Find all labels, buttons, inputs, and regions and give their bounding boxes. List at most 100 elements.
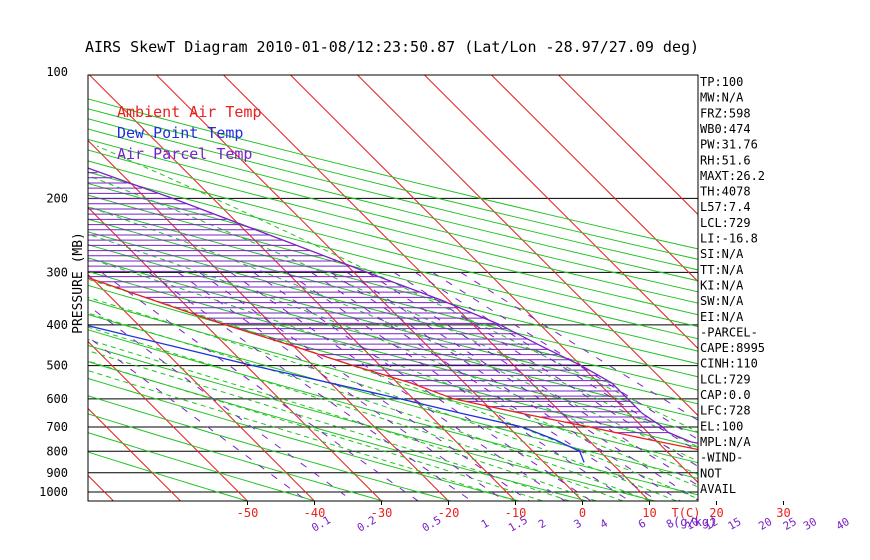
mixing-ratio-line xyxy=(432,271,698,440)
index-entry: -WIND- xyxy=(700,451,743,465)
mixing-ratio-line xyxy=(346,271,698,501)
dry-adiabat-line xyxy=(88,377,522,501)
isotherm-line xyxy=(88,273,316,501)
pressure-tick-label: 300 xyxy=(46,265,68,279)
moist-adiabat-line xyxy=(88,174,698,448)
bottom-temp-tick-label: -40 xyxy=(304,506,326,520)
isotherm-line xyxy=(155,75,584,501)
dry-adiabat-line xyxy=(88,395,454,501)
index-entry: TH:4078 xyxy=(700,185,751,199)
isotherm-line xyxy=(423,75,698,350)
mixing-ratio-line xyxy=(311,271,658,501)
index-entry: EL:100 xyxy=(700,419,743,433)
dry-adiabat-line xyxy=(88,118,698,271)
mixing-ratio-line xyxy=(286,271,630,501)
isotherm-line xyxy=(88,407,182,501)
mixing-ratio-line xyxy=(101,271,419,501)
pressure-tick-label: 200 xyxy=(46,191,68,205)
dry-adiabat-line xyxy=(88,244,698,405)
index-entry: FRZ:598 xyxy=(700,106,751,120)
profile-lines xyxy=(88,167,698,463)
mixing-ratio-label: 25 xyxy=(781,515,799,533)
index-entry: -PARCEL- xyxy=(700,325,758,339)
mixing-ratio-line xyxy=(88,336,308,501)
mixing-ratio-label: 40 xyxy=(834,515,852,533)
y-axis-label: PRESSURE (MB) xyxy=(71,232,86,334)
dry-adiabat-line xyxy=(88,361,590,501)
mixing-ratio-line xyxy=(367,271,698,487)
index-entry: SI:N/A xyxy=(700,247,744,261)
index-entry: SW:N/A xyxy=(700,294,744,308)
bottom-temp-tick-label: -50 xyxy=(237,506,259,520)
legend: Ambient Air Temp Dew Point Temp Air Parcel… xyxy=(117,103,262,163)
index-entry: MAXT:26.2 xyxy=(700,169,765,183)
isotherm-line xyxy=(557,75,698,216)
pressure-tick-label: 400 xyxy=(46,318,68,332)
moist-adiabat-line xyxy=(88,278,698,500)
moist-adiabat-line xyxy=(88,257,698,488)
moist-adiabat-line xyxy=(88,360,543,501)
isotherm-line xyxy=(88,340,249,501)
moist-adiabat-line xyxy=(96,145,698,433)
isotherm-line xyxy=(289,75,698,484)
dry-adiabat-line xyxy=(88,98,698,250)
dry-adiabat-line xyxy=(88,149,698,304)
bottom-temp-tick-label: 30 xyxy=(776,506,790,520)
mixing-ratio-label: 1 xyxy=(479,517,491,532)
dry-adiabat-line xyxy=(88,344,658,501)
dry-adiabat-line xyxy=(88,160,698,316)
mixing-ratio-line xyxy=(414,271,698,453)
moist-adiabat-line xyxy=(88,370,516,501)
mixing-ratio-line xyxy=(393,271,698,468)
axes: 1002003004005006007008009001000-120-110-… xyxy=(39,65,852,535)
bottom-axis-unit-label: T(C) xyxy=(672,506,701,520)
index-entry: NOT xyxy=(700,466,722,480)
dry-adiabat-line xyxy=(88,413,386,501)
index-entry: LCL:729 xyxy=(700,372,751,386)
mixing-ratio-unit-label: (g/kg) xyxy=(673,515,716,529)
index-entry: CINH:110 xyxy=(700,357,758,371)
index-entry: WB0:474 xyxy=(700,122,751,136)
dry-adiabat-line xyxy=(88,194,698,352)
mixing-ratio-label: 4 xyxy=(598,516,611,531)
pressure-tick-label: 1000 xyxy=(39,485,68,499)
isotherm-line xyxy=(222,75,651,501)
dry-adiabat-line xyxy=(88,128,698,282)
moist-adiabat-line xyxy=(88,205,698,462)
isotherm-line xyxy=(356,75,698,417)
dry-adiabat-line xyxy=(88,206,698,365)
isotherm-line xyxy=(88,139,450,501)
legend-entry: Ambient Air Temp xyxy=(117,103,262,121)
bottom-temp-tick-label: 0 xyxy=(579,506,586,520)
dry-adiabat-line xyxy=(88,218,698,378)
index-entry: PW:31.76 xyxy=(700,138,758,152)
bottom-temp-tick-label: 10 xyxy=(642,506,656,520)
isotherm-line xyxy=(490,75,698,283)
index-entry: CAPE:8995 xyxy=(700,341,765,355)
index-entry: MW:N/A xyxy=(700,91,744,105)
index-entry: TT:N/A xyxy=(700,263,744,277)
plot-frame xyxy=(87,74,699,502)
dry-adiabat-line xyxy=(88,299,698,464)
index-entry: LFC:728 xyxy=(700,404,751,418)
index-entry: KI:N/A xyxy=(700,278,744,292)
isotherm-line xyxy=(88,206,383,501)
ambient-air-temp-line xyxy=(88,277,698,451)
mixing-ratio-label: 2 xyxy=(536,517,548,532)
index-entry: TP:100 xyxy=(700,75,743,89)
mixing-ratio-line xyxy=(460,271,698,421)
bottom-temp-tick-label: -30 xyxy=(371,506,393,520)
mixing-ratio-line xyxy=(253,271,592,501)
dew-point-temp-line xyxy=(88,325,585,463)
index-entry: CAP:0.0 xyxy=(700,388,751,402)
index-entry: LCL:729 xyxy=(700,216,751,230)
cape-hatch xyxy=(88,172,669,434)
mixing-ratio-label: 15 xyxy=(726,515,744,533)
index-entry: MPL:N/A xyxy=(700,435,751,449)
chart-title: AIRS SkewT Diagram 2010-01-08/12:23:50.8… xyxy=(85,38,699,56)
mixing-ratio-line xyxy=(330,271,681,501)
index-entry: AVAIL xyxy=(700,482,736,496)
index-entry: L57:7.4 xyxy=(700,200,751,214)
